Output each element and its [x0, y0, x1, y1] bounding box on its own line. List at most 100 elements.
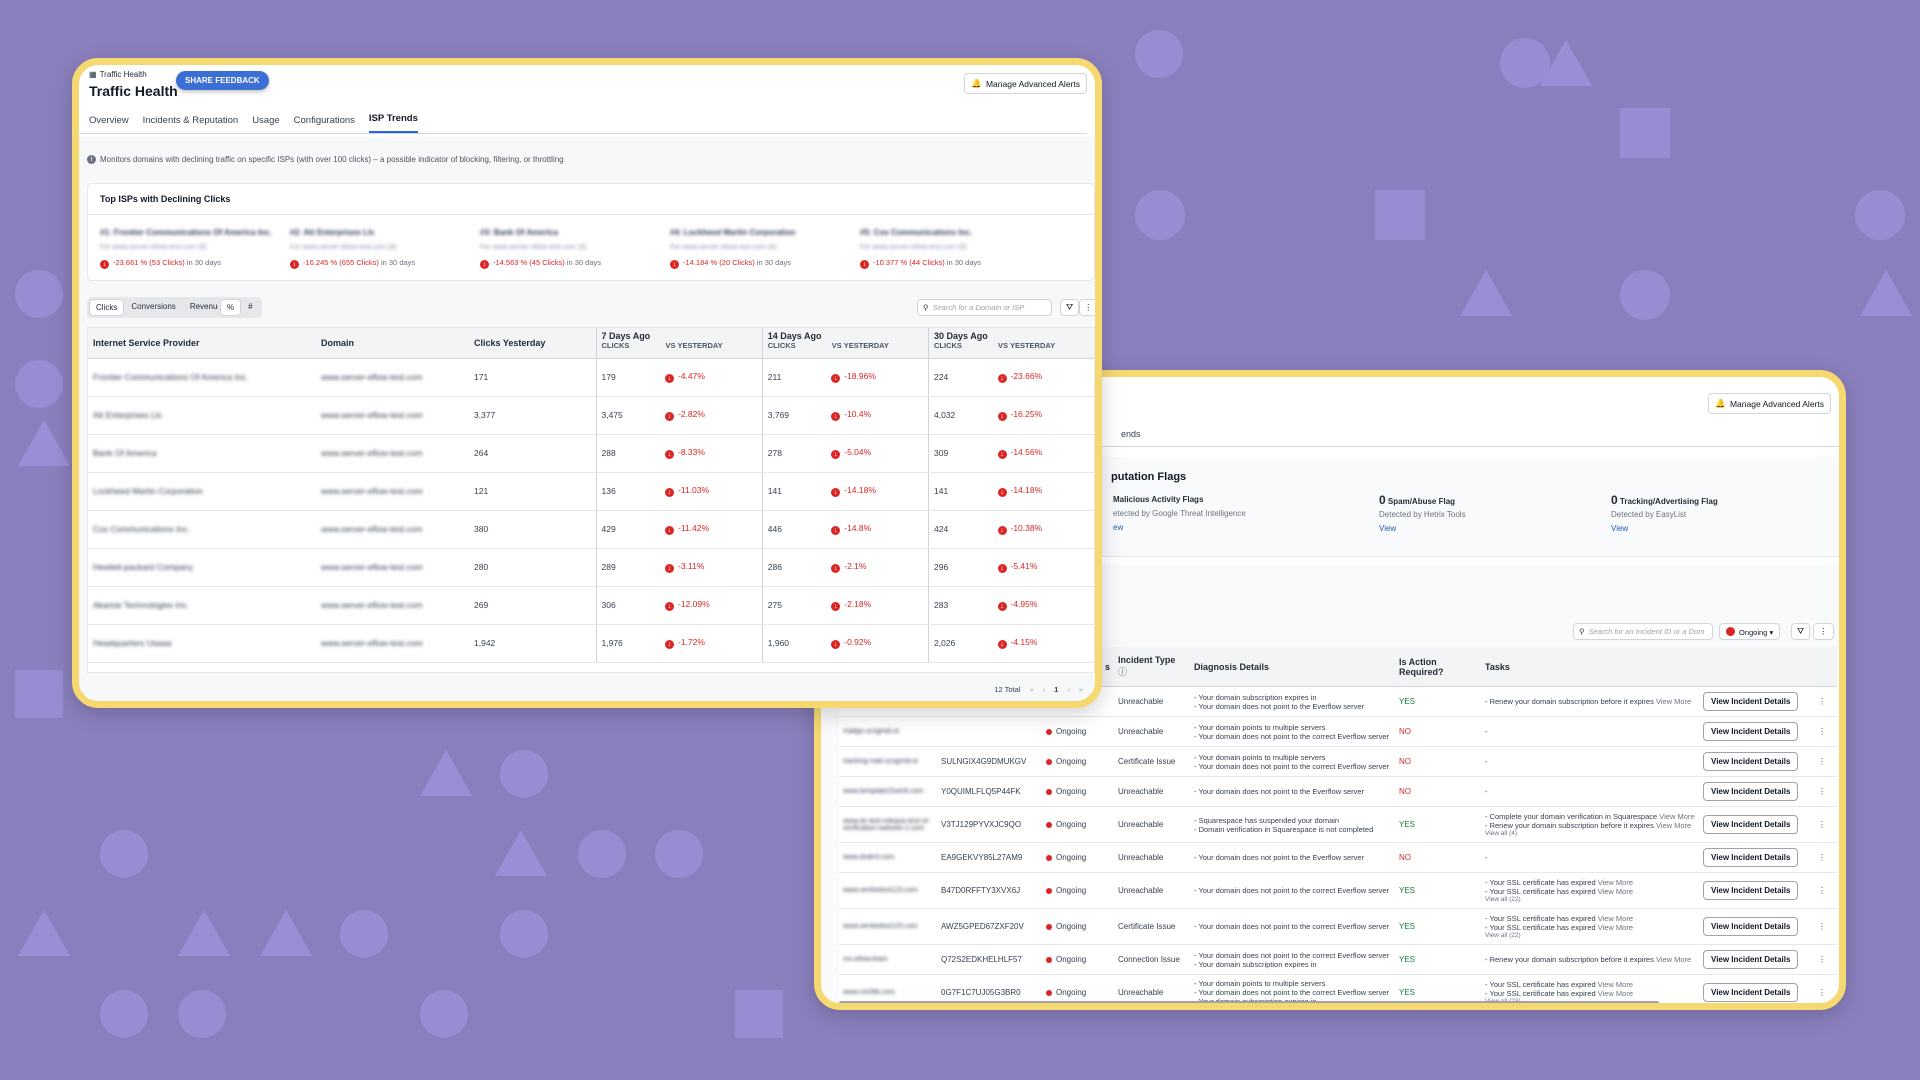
view-more-link[interactable]: View More: [1655, 697, 1692, 706]
incident-id[interactable]: AWZ5GPED67ZXF20V: [937, 908, 1042, 945]
action-required: YES: [1395, 974, 1481, 1003]
row-kebab-icon[interactable]: ⋮: [1807, 806, 1837, 843]
row-kebab-icon[interactable]: ⋮: [1807, 746, 1837, 777]
table-row[interactable]: Hewlett-packard Company www.server-eflow-…: [88, 548, 1094, 587]
view-incident-details-button[interactable]: View Incident Details: [1703, 782, 1799, 801]
view-incident-details-button[interactable]: View Incident Details: [1703, 815, 1799, 834]
status-filter-dropdown[interactable]: Ongoing ▾: [1719, 623, 1781, 640]
filter-button[interactable]: ⛛: [1060, 299, 1080, 316]
row-kebab-icon[interactable]: ⋮: [1807, 908, 1837, 945]
incident-id[interactable]: [937, 716, 1042, 747]
view-more-link[interactable]: View More: [1597, 887, 1634, 896]
last-page-button[interactable]: »: [1078, 685, 1083, 694]
breadcrumb[interactable]: ▦ Traffic Health: [89, 70, 147, 79]
row-kebab-icon[interactable]: ⋮: [1807, 944, 1837, 975]
more-options-button[interactable]: ⋮: [1079, 299, 1095, 316]
tab-incidents-reputation[interactable]: Incidents & Reputation: [142, 115, 239, 126]
table-row[interactable]: Cox Communications Inc. www.server-eflow-…: [88, 510, 1094, 549]
table-row[interactable]: tracking-mail.ucsgmdi.io SULNGIX4G9DMUKGV…: [839, 746, 1837, 777]
down-arrow-icon: ↓: [831, 374, 841, 383]
table-row[interactable]: Lockheed Martin Corporation www.server-ef…: [88, 472, 1094, 511]
next-page-button[interactable]: ›: [1067, 685, 1070, 694]
view-all-link[interactable]: View all (22): [1485, 932, 1521, 939]
table-row[interactable]: Frontier Communications Of America Inc. w…: [88, 358, 1094, 397]
row-kebab-icon[interactable]: ⋮: [1807, 872, 1837, 909]
view-all-link[interactable]: View all (22): [1485, 896, 1521, 903]
view-more-link[interactable]: View More: [1597, 980, 1634, 989]
row-kebab-icon[interactable]: ⋮: [1807, 842, 1837, 873]
view-all-link[interactable]: View all (23): [1485, 998, 1695, 1003]
view-more-link[interactable]: View More: [1597, 923, 1634, 932]
tab-overview[interactable]: Overview: [89, 115, 129, 126]
toggle-revenue[interactable]: Revenue: [189, 302, 222, 311]
view-incident-details-button[interactable]: View Incident Details: [1703, 722, 1799, 741]
prev-page-button[interactable]: ‹: [1042, 685, 1046, 694]
table-row[interactable]: Headquarters Usaaa www.server-eflow-test.…: [88, 624, 1094, 663]
view-incident-details-button[interactable]: View Incident Details: [1703, 950, 1799, 969]
view-incident-details-button[interactable]: View Incident Details: [1703, 917, 1799, 936]
tab-usage[interactable]: Usage: [252, 115, 280, 126]
toggle-conversions[interactable]: Conversions: [131, 302, 176, 311]
more-options-button[interactable]: ⋮: [1813, 623, 1834, 640]
horizontal-scrollbar[interactable]: [839, 1001, 1659, 1003]
view-more-link[interactable]: View More: [1655, 821, 1692, 830]
table-row[interactable]: mailgo.ucsgmdi.io Ongoing Unreachable - You…: [839, 716, 1837, 747]
manage-alerts-button[interactable]: 🔔 Manage Advanced Alerts: [964, 73, 1087, 94]
view-incident-details-button[interactable]: View Incident Details: [1703, 848, 1799, 867]
first-page-button[interactable]: «: [1029, 685, 1034, 694]
task-line: - Complete your domain verification in S…: [1485, 812, 1658, 821]
table-row[interactable]: www.template23ver8.com Y0QUIMLFLQ5P44FK On…: [839, 776, 1837, 807]
status: Ongoing: [1056, 727, 1087, 736]
table-row[interactable]: Akamai Technologies Inc. www.server-eflow…: [88, 586, 1094, 625]
down-arrow-icon: ↓: [290, 260, 299, 269]
manage-alerts-button[interactable]: 🔔 Manage Advanced Alerts: [1708, 393, 1831, 414]
share-feedback-button[interactable]: SHARE FEEDBACK: [176, 71, 269, 90]
row-kebab-icon[interactable]: ⋮: [1807, 974, 1837, 1003]
table-row[interactable]: www.dndn3.com EA9GEKVY85L27AM9 Ongoing Unre…: [839, 842, 1837, 873]
clicks-yesterday: 171: [469, 358, 596, 397]
incident-id[interactable]: Y0QUIMLFLQ5P44FK: [937, 776, 1042, 807]
toggle-clicks[interactable]: Clicks: [89, 299, 125, 316]
view-more-link[interactable]: View More: [1659, 812, 1695, 821]
incident-search[interactable]: ⚲ Search for an Incident ID or a Dom: [1573, 623, 1713, 640]
tab-isp-trends[interactable]: ISP Trends: [368, 113, 418, 133]
clicks-7d: 3,475: [595, 396, 660, 435]
tab-isp-trends-fragment[interactable]: ends: [1121, 429, 1141, 439]
tab-configurations[interactable]: Configurations: [293, 115, 355, 126]
view-incident-details-button[interactable]: View Incident Details: [1703, 983, 1799, 1002]
incident-id[interactable]: Q72S2EDKHELHLF57: [937, 944, 1042, 975]
view-all-link[interactable]: View all (4): [1485, 830, 1518, 837]
incident-id[interactable]: 0G7F1C7UJ05G3BR0: [937, 974, 1042, 1003]
view-incident-details-button[interactable]: View Incident Details: [1703, 752, 1799, 771]
table-row[interactable]: mx.eflow.team Q72S2EDKHELHLF57 Ongoing Conn…: [839, 944, 1837, 975]
incident-id[interactable]: V3TJ129PYVXJC9QO: [937, 806, 1042, 843]
isp-search[interactable]: ⚲ Search for a Domain or ISP: [917, 299, 1052, 316]
view-incident-details-button[interactable]: View Incident Details: [1703, 692, 1799, 711]
table-row[interactable]: www.ctc09k.com 0G7F1C7UJ05G3BR0 Ongoing Unr…: [839, 974, 1837, 1003]
table-row[interactable]: www.verifiedssl123.com AWZ5GPED67ZXF20V On…: [839, 908, 1837, 945]
domain: mx.eflow.team: [839, 944, 937, 975]
incident-type: Certificate Issue: [1114, 908, 1190, 945]
info-icon: ⓘ: [1118, 667, 1128, 677]
view-more-link[interactable]: View More: [1597, 878, 1634, 887]
view-more-link[interactable]: View More: [1597, 914, 1634, 923]
row-kebab-icon[interactable]: ⋮: [1807, 716, 1837, 747]
toggle-percent[interactable]: %: [220, 299, 242, 316]
table-row[interactable]: Bank Of America www.server-eflow-test.com…: [88, 434, 1094, 473]
status: Ongoing: [1056, 988, 1087, 997]
view-more-link[interactable]: View More: [1597, 989, 1634, 998]
view-incident-details-button[interactable]: View Incident Details: [1703, 881, 1799, 900]
clicks-30d: 424: [928, 510, 993, 549]
row-kebab-icon[interactable]: ⋮: [1807, 686, 1837, 717]
table-row[interactable]: www.verifiedssl123.com B47D0RFFTY3XVX6J On…: [839, 872, 1837, 909]
view-more-link[interactable]: View More: [1655, 955, 1692, 964]
toggle-number[interactable]: #: [248, 302, 253, 311]
table-row[interactable]: www.dc-test-release-test-of-verification…: [839, 806, 1837, 843]
incident-id[interactable]: SULNGIX4G9DMUKGV: [937, 746, 1042, 777]
row-kebab-icon[interactable]: ⋮: [1807, 776, 1837, 807]
current-page[interactable]: 1: [1054, 685, 1059, 694]
incident-id[interactable]: EA9GEKVY85L27AM9: [937, 842, 1042, 873]
filter-button[interactable]: ⛛: [1791, 623, 1811, 640]
table-row[interactable]: Att Enterprises Llc www.server-eflow-test…: [88, 396, 1094, 435]
incident-id[interactable]: B47D0RFFTY3XVX6J: [937, 872, 1042, 909]
